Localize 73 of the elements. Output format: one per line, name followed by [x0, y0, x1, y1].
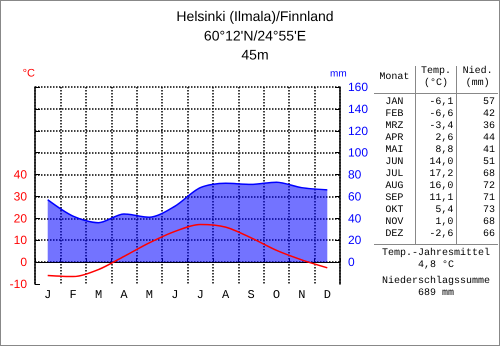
y2-tick-label: 60 — [348, 189, 362, 204]
y2-axis-title: mm — [330, 68, 347, 80]
text: 71 — [456, 193, 498, 205]
text: 68 — [456, 217, 498, 229]
text: 17,2 — [415, 169, 457, 181]
text: -6,1 — [415, 94, 457, 109]
x-tick-label: A — [120, 288, 128, 302]
y2-tick-label: 100 — [348, 146, 368, 160]
text: 44 — [456, 133, 498, 145]
line-series — [46, 224, 328, 278]
y2-tick-label: 20 — [348, 233, 362, 248]
text: OKT — [384, 205, 404, 217]
text: NOV — [384, 217, 404, 229]
text: 51 — [456, 157, 498, 169]
y-tick-label: 10 — [14, 233, 28, 248]
text: 16,0 — [415, 181, 457, 193]
text: 14,0 — [415, 157, 457, 169]
text: 68 — [456, 169, 498, 181]
x-tick-label: M — [146, 288, 153, 302]
text: 36 — [456, 121, 498, 133]
y2-tick-label: 0 — [348, 255, 355, 270]
text: 42 — [456, 109, 498, 121]
x-tick-label: J — [196, 288, 204, 302]
x-tick-label: M — [94, 288, 102, 302]
text: Monat — [374, 66, 416, 94]
text: SEP — [384, 193, 404, 205]
x-tick-label: A — [222, 288, 230, 302]
text: 5,4 — [415, 205, 457, 217]
y-tick-label: 40 — [14, 168, 28, 182]
text: JAN — [384, 96, 404, 109]
text: 73 — [456, 205, 498, 217]
text: -6,6 — [415, 109, 457, 121]
text: 66 — [456, 229, 498, 244]
x-tick-label: F — [70, 288, 77, 302]
text: MRZ — [384, 121, 404, 133]
x-tick-label: J — [44, 288, 52, 302]
text: 8,8 — [415, 145, 457, 157]
text: AUG — [384, 181, 404, 193]
text: -2,6 — [415, 229, 457, 244]
text: APR — [384, 133, 404, 145]
x-tick-label: O — [272, 288, 280, 302]
text: JUL — [384, 169, 404, 181]
y-tick-label: 30 — [14, 189, 28, 204]
text: Nied. (mm) — [456, 66, 498, 94]
y-axis-title: °C — [22, 68, 36, 80]
y2-tick-label: 80 — [348, 168, 362, 182]
x-tick-label: S — [247, 288, 255, 302]
text: 41 — [456, 145, 498, 157]
y-tick-label: -10 — [10, 277, 28, 291]
text: DEZ — [384, 229, 404, 242]
text: 11,1 — [415, 193, 457, 205]
chart-subtitle: 60°12'N/24°55'E 45m — [204, 28, 306, 62]
text: -3,4 — [415, 121, 457, 133]
text: 1,0 — [415, 217, 457, 229]
x-tick-label: D — [324, 288, 331, 302]
text: 2,6 — [415, 133, 457, 145]
chart-title: Helsinki (Ilmala)/Finnland — [176, 8, 334, 24]
text: 57 — [456, 94, 498, 109]
text: 72 — [456, 181, 498, 193]
y2-tick-label: 160 — [348, 80, 368, 94]
y-tick-label: 20 — [14, 211, 28, 226]
text: JUN — [384, 157, 404, 169]
text: Niederschlagssumme 689 mm — [380, 276, 492, 300]
y2-tick-label: 140 — [348, 102, 368, 116]
y-tick-label: 0 — [20, 255, 28, 270]
x-tick-label: J — [171, 288, 178, 302]
x-tick-label: N — [298, 288, 306, 302]
text: FEB — [384, 109, 404, 121]
y2-tick-label: 40 — [348, 211, 362, 226]
text: MAI — [384, 145, 404, 157]
y2-tick-label: 120 — [348, 124, 368, 138]
text: Temp.-Jahresmittel 4,8 °C — [380, 248, 492, 272]
text: Temp. (°C) — [415, 66, 457, 94]
